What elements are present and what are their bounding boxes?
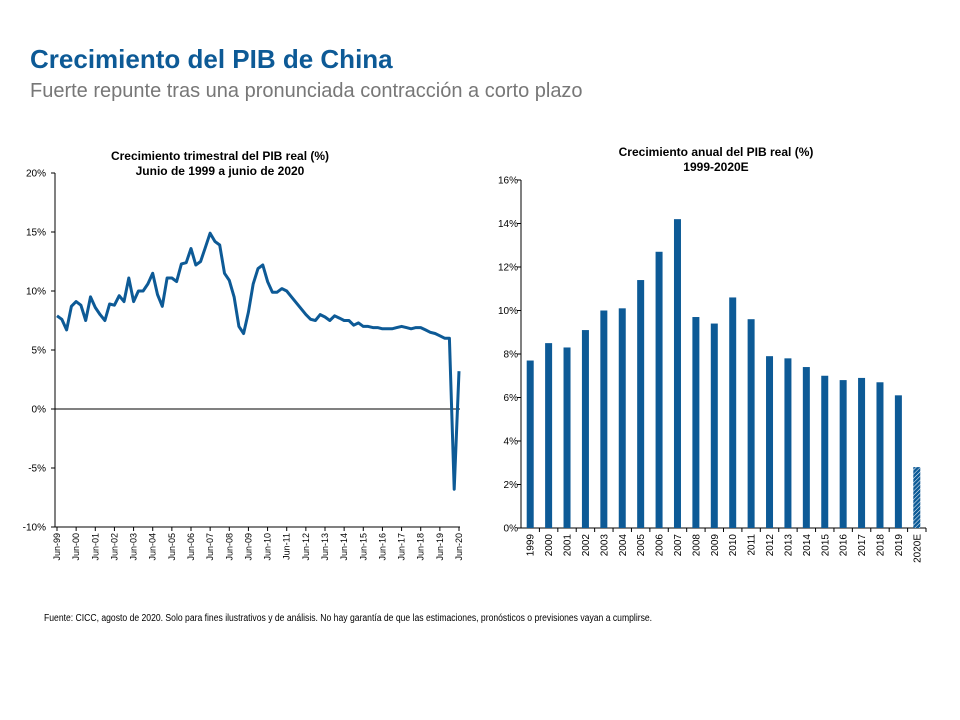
bar: [821, 375, 829, 528]
bar-x-tick-label: 2006: [655, 534, 666, 557]
bar-y-tick-label: 10%: [498, 306, 518, 317]
line-x-tick-label: Jun-00: [71, 533, 81, 561]
bar-x-tick-label: 2014: [802, 534, 813, 557]
bar-y-tick-label: 2%: [504, 480, 519, 491]
line-x-tick-label: Jun-08: [224, 533, 234, 561]
bar-x-tick-label: 2007: [673, 534, 684, 557]
bar-x-tick-label: 2000: [544, 534, 555, 557]
line-y-tick-label: -5%: [28, 464, 46, 475]
line-x-tick-label: Jun-17: [397, 533, 407, 561]
line-x-tick-label: Jun-18: [416, 533, 426, 561]
bar: [747, 319, 755, 528]
bar: [618, 308, 626, 528]
line-y-tick-label: -10%: [23, 523, 46, 534]
line-x-tick-label: Jun-06: [186, 533, 196, 561]
line-chart-subtitle: Junio de 1999 a junio de 2020: [136, 164, 305, 178]
line-x-tick-label: Jun-01: [90, 533, 100, 561]
line-x-tick-label: Jun-15: [358, 533, 368, 561]
bar-x-tick-label: 2016: [839, 534, 850, 557]
bar: [858, 377, 866, 528]
bar-chart-title: Crecimiento anual del PIB real (%): [619, 145, 814, 159]
line-x-tick-label: Jun-09: [243, 533, 253, 561]
bar-y-tick-label: 12%: [498, 263, 518, 274]
bar: [802, 367, 810, 528]
bar: [526, 360, 534, 528]
bar-x-tick-label: 2017: [857, 534, 868, 557]
page-title: Crecimiento del PIB de China: [30, 44, 393, 74]
source-footnote: Fuente: CICC, agosto de 2020. Solo para …: [44, 613, 653, 624]
bar-y-tick-label: 8%: [504, 350, 519, 361]
bar-y-tick-label: 14%: [498, 219, 518, 230]
bar-x-tick-label: 2013: [783, 534, 794, 557]
bar-x-tick-label: 2005: [636, 534, 647, 557]
line-y-tick-label: 0%: [32, 405, 47, 416]
line-x-tick-label: Jun-02: [109, 533, 119, 561]
line-x-tick-label: Jun-14: [339, 533, 349, 561]
bar-chart-subtitle: 1999-2020E: [683, 160, 748, 174]
bar-y-tick-label: 6%: [504, 393, 519, 404]
bar-x-tick-label: 2008: [691, 534, 702, 557]
bar-x-tick-label: 2020E: [912, 534, 923, 563]
bar-x-tick-label: 2003: [599, 534, 610, 557]
line-x-tick-label: Jun-16: [377, 533, 387, 561]
bar-x-tick-label: 2001: [563, 534, 574, 557]
line-y-tick-label: 15%: [26, 228, 46, 239]
line-x-tick-label: Jun-07: [205, 533, 215, 561]
bar-y-tick-label: 16%: [498, 176, 518, 187]
line-x-tick-label: Jun-05: [167, 533, 177, 561]
line-x-tick-label: Jun-13: [320, 533, 330, 561]
line-y-tick-label: 5%: [32, 346, 47, 357]
line-x-tick-label: Jun-04: [148, 533, 158, 561]
bar-x-tick-label: 2012: [765, 534, 776, 557]
bar: [894, 395, 902, 528]
bar: [673, 219, 681, 528]
bar: [563, 347, 571, 528]
bar: [710, 323, 718, 528]
bar-x-tick-label: 2009: [710, 534, 721, 557]
bar: [784, 358, 792, 528]
bar-y-tick-label: 0%: [504, 524, 519, 535]
page-subtitle: Fuerte repunte tras una pronunciada cont…: [30, 80, 583, 102]
line-x-tick-label: Jun-99: [52, 533, 62, 561]
bar-x-tick-label: 2018: [875, 534, 886, 557]
line-chart-title: Crecimiento trimestral del PIB real (%): [111, 149, 329, 163]
line-y-tick-label: 20%: [26, 169, 46, 180]
bar-x-tick-label: 2010: [728, 534, 739, 557]
bar-x-tick-label: 2015: [820, 534, 831, 557]
bar-x-tick-label: 2011: [747, 534, 758, 556]
bar: [545, 343, 553, 528]
line-x-tick-label: Jun-03: [129, 533, 139, 561]
bar: [839, 380, 847, 528]
bar: [766, 356, 774, 528]
line-x-tick-label: Jun-20: [454, 533, 464, 561]
line-y-tick-label: 10%: [26, 287, 46, 298]
bar: [655, 251, 663, 528]
bar: [637, 280, 645, 528]
line-x-tick-label: Jun-11: [282, 533, 292, 560]
bar: [876, 382, 884, 528]
bar-2020e-estimate: [913, 467, 921, 528]
line-x-tick-label: Jun-10: [263, 533, 273, 561]
bar: [729, 297, 737, 528]
gdp-quarterly-line: [56, 231, 461, 491]
line-x-tick-label: Jun-12: [301, 533, 311, 561]
line-x-tick-label: Jun-19: [435, 533, 445, 561]
bar-x-tick-label: 2002: [581, 534, 592, 557]
bar: [581, 330, 589, 528]
bar-y-tick-label: 4%: [504, 437, 519, 448]
bar: [600, 310, 608, 528]
bar: [692, 317, 700, 528]
bar-x-tick-label: 1999: [526, 534, 537, 557]
bar-x-tick-label: 2004: [618, 534, 629, 557]
bar-x-tick-label: 2019: [894, 534, 905, 557]
